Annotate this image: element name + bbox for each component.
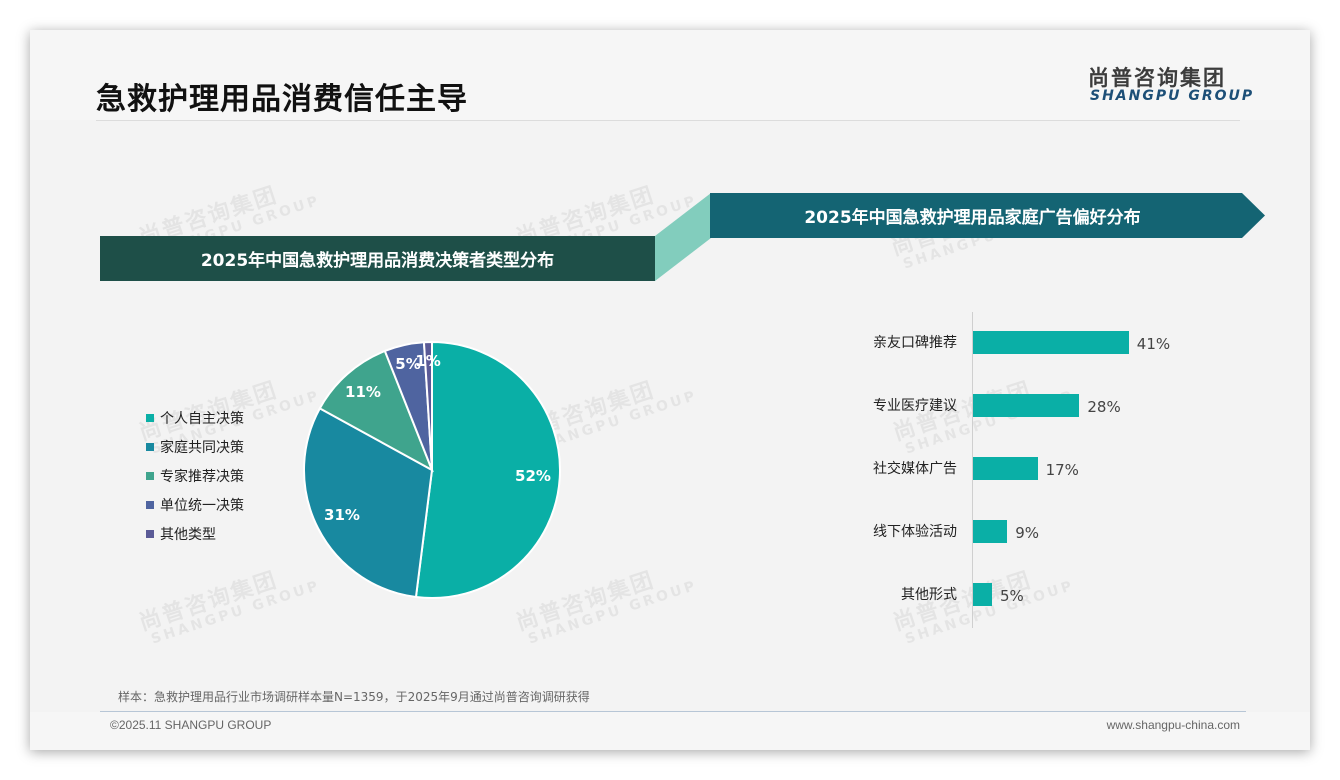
pie-slice — [303, 406, 434, 599]
legend-item: 专家推荐决策 — [146, 461, 244, 490]
bar-category-label: 线下体验活动 — [873, 524, 957, 540]
pie-chart-graphic — [303, 340, 561, 599]
header-band — [30, 30, 1310, 120]
bar-category-label: 社交媒体广告 — [873, 461, 957, 477]
page-title: 急救护理用品消费信任主导 — [96, 82, 468, 117]
legend-label: 个人自主决策 — [160, 410, 244, 427]
title-divider — [96, 120, 1240, 121]
copyright: ©2025.11 SHANGPU GROUP — [110, 718, 272, 732]
pie-chart: 52% 31% 11% 5% 1% — [300, 338, 564, 602]
legend-swatch-icon — [146, 529, 154, 538]
pie-slice — [422, 340, 433, 471]
bar-row: 社交媒体广告 17% — [730, 457, 1290, 481]
bar — [973, 583, 992, 606]
bar — [973, 394, 1080, 417]
bar-category-label: 亲友口碑推荐 — [873, 335, 957, 351]
bar-value-label: 41% — [1136, 335, 1171, 353]
arrow-banner-shape — [710, 193, 1265, 238]
pie-chart-title-banner: 2025年中国急救护理用品消费决策者类型分布 — [100, 236, 655, 281]
logo-cn: 尚普咨询集团 — [1088, 66, 1226, 90]
sample-footnote: 样本：急救护理用品行业市场调研样本量N=1359，于2025年9月通过尚普咨询调… — [118, 690, 590, 704]
bar-value-label: 9% — [1015, 524, 1039, 542]
pie-slice — [318, 349, 434, 473]
bar-value-label: 28% — [1087, 398, 1121, 416]
bar-value-label: 5% — [1000, 587, 1024, 605]
pie-chart-title: 2025年中国急救护理用品消费决策者类型分布 — [200, 251, 555, 271]
bar — [973, 331, 1129, 354]
legend-swatch-icon — [146, 471, 154, 480]
legend-label: 专家推荐决策 — [160, 468, 244, 485]
legend-label: 单位统一决策 — [160, 497, 244, 514]
pie-slice-label: 52% — [515, 467, 551, 485]
bar-chart-axis — [972, 312, 973, 628]
bar-row: 线下体验活动 9% — [730, 520, 1290, 544]
legend-item: 单位统一决策 — [146, 490, 244, 519]
legend-item: 家庭共同决策 — [146, 432, 244, 461]
bar-category-label: 其他形式 — [901, 587, 957, 603]
legend-label: 家庭共同决策 — [160, 439, 244, 456]
bar-row: 其他形式 5% — [730, 583, 1290, 607]
legend-item: 其他类型 — [146, 519, 244, 548]
pie-slice-label: 31% — [324, 506, 360, 524]
footer-divider — [100, 711, 1246, 712]
bar — [973, 457, 1038, 480]
banner-connector-shape — [655, 193, 711, 281]
logo-en: SHANGPU GROUP — [1090, 88, 1255, 104]
legend-item: 个人自主决策 — [146, 403, 244, 432]
bar-row: 亲友口碑推荐 41% — [730, 331, 1290, 355]
footer-band — [30, 712, 1310, 750]
legend-swatch-icon — [146, 442, 154, 451]
slide: 尚普咨询集团 SHANGPU GROUP 尚普咨询集团 SHANGPU GROUP … — [30, 30, 1310, 750]
bar-chart-title-banner: 2025年中国急救护理用品家庭广告偏好分布 — [710, 193, 1265, 238]
bar-value-label: 17% — [1045, 461, 1079, 479]
bar — [973, 520, 1008, 543]
pie-slice-label: 5% — [395, 355, 421, 373]
bar-category-label: 专业医疗建议 — [873, 398, 957, 414]
legend-label: 其他类型 — [160, 526, 216, 543]
bar-chart-title: 2025年中国急救护理用品家庭广告偏好分布 — [804, 208, 1141, 228]
pie-slice — [414, 340, 561, 599]
pie-slice-label: 11% — [345, 383, 381, 401]
legend-swatch-icon — [146, 413, 154, 422]
bar-row: 专业医疗建议 28% — [730, 394, 1290, 418]
pie-legend: 个人自主决策 家庭共同决策 专家推荐决策 单位统一决策 其他类型 — [146, 403, 244, 548]
legend-swatch-icon — [146, 500, 154, 509]
website-link[interactable]: www.shangpu-china.com — [1106, 718, 1240, 732]
pie-slice-label: 1% — [415, 352, 441, 370]
